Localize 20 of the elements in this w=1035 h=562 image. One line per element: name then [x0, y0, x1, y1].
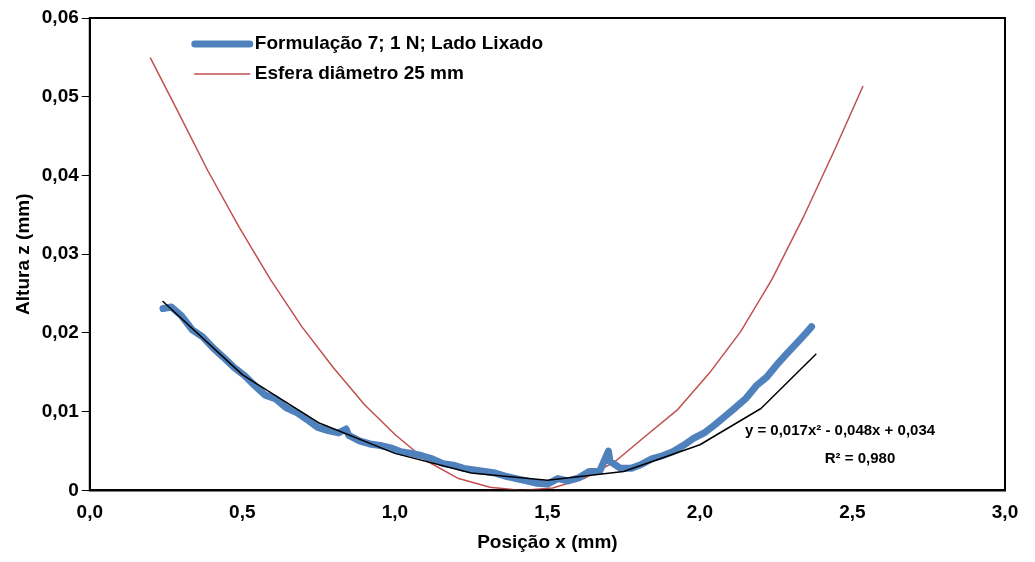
- y-tick-label: 0,01: [41, 399, 80, 421]
- x-tick-label: 3,0: [991, 501, 1019, 523]
- y-tick-label: 0,02: [41, 321, 79, 343]
- y-tick-label: 0,03: [41, 242, 79, 264]
- x-tick-label: 2,0: [686, 501, 714, 523]
- annotation: y = 0,017x² - 0,048x + 0,034: [744, 420, 936, 438]
- annotation: R² = 0,980: [824, 448, 896, 466]
- x-tick-label: 0,0: [76, 501, 103, 523]
- legend-label: Esfera diâmetro 25 mm: [254, 62, 464, 84]
- y-tick-label: 0,05: [41, 84, 80, 106]
- y-axis-title: Altura z (mm): [11, 193, 33, 315]
- legend-label: Formulação 7; 1 N; Lado Lixado: [254, 32, 543, 54]
- x-tick-label: 1,0: [381, 501, 409, 523]
- x-tick-label: 1,5: [534, 501, 562, 523]
- x-tick-label: 0,5: [229, 501, 256, 523]
- x-tick-label: 2,5: [839, 501, 867, 523]
- x-axis-title: Posição x (mm): [477, 530, 618, 552]
- y-tick-label: 0,06: [41, 6, 79, 28]
- y-tick-label: 0: [68, 478, 79, 500]
- y-tick-label: 0,04: [41, 163, 80, 185]
